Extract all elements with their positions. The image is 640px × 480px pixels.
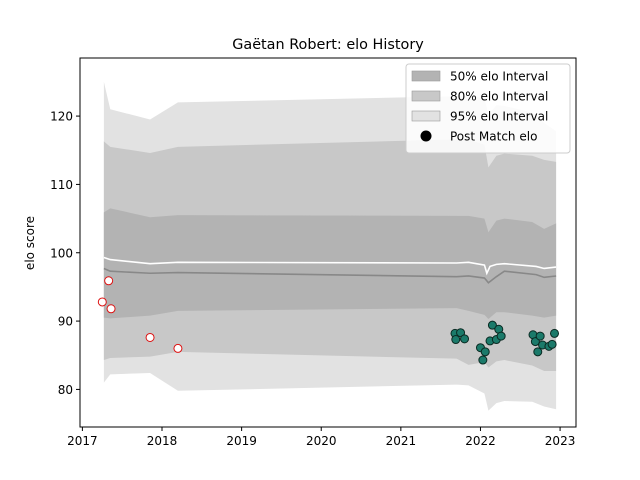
data-point: [487, 320, 497, 330]
x-tick-label: 2018: [147, 434, 178, 448]
x-tick-label: 2021: [386, 434, 417, 448]
legend-marker: [420, 130, 432, 142]
x-tick-label: 2017: [67, 434, 98, 448]
legend-swatch: [411, 110, 441, 122]
x-tick-label: 2020: [306, 434, 337, 448]
data-point: [478, 355, 488, 365]
mean-line: [103, 256, 557, 276]
axes: 2017 2018 2019 2020 2021 2022 2023 80 90 100 110 12…: [50, 57, 577, 448]
legend-swatch: [411, 70, 441, 82]
legend-label: 95% elo Interval: [450, 110, 548, 124]
data-point: [480, 347, 490, 357]
plot-area: [97, 81, 560, 411]
data-point: [535, 331, 545, 341]
x-tick-label: 2022: [465, 434, 496, 448]
data-point: [145, 332, 155, 342]
data-point: [173, 343, 183, 353]
data-point: [104, 276, 114, 286]
x-tick-label: 2023: [545, 434, 576, 448]
data-point: [533, 347, 543, 357]
y-axis-title: elo score: [23, 216, 37, 270]
legend-label: Post Match elo: [450, 130, 537, 144]
y-tick-label: 90: [58, 315, 73, 329]
y-tick-label: 100: [50, 246, 73, 260]
data-point: [547, 339, 557, 349]
legend-label: 50% elo Interval: [450, 70, 548, 84]
y-tick-label: 120: [50, 110, 73, 124]
legend: 50% elo Interval 80% elo Interval 95% elo …: [405, 63, 571, 154]
data-point: [97, 297, 107, 307]
data-point: [106, 304, 116, 314]
x-tick-label: 2019: [226, 434, 257, 448]
data-point: [496, 331, 506, 341]
legend-swatch: [411, 90, 441, 102]
chart-title: Gaëtan Robert: elo History: [232, 37, 424, 53]
median-line: [103, 267, 557, 284]
data-point: [550, 328, 560, 338]
plot-frame: [79, 57, 577, 428]
data-point: [456, 328, 466, 338]
y-tick-label: 80: [58, 383, 73, 397]
data-point: [460, 334, 470, 344]
y-tick-label: 110: [50, 178, 73, 192]
band-50: [103, 208, 557, 320]
legend-box: [405, 63, 571, 154]
legend-label: 80% elo Interval: [450, 90, 548, 104]
data-point: [451, 335, 461, 345]
